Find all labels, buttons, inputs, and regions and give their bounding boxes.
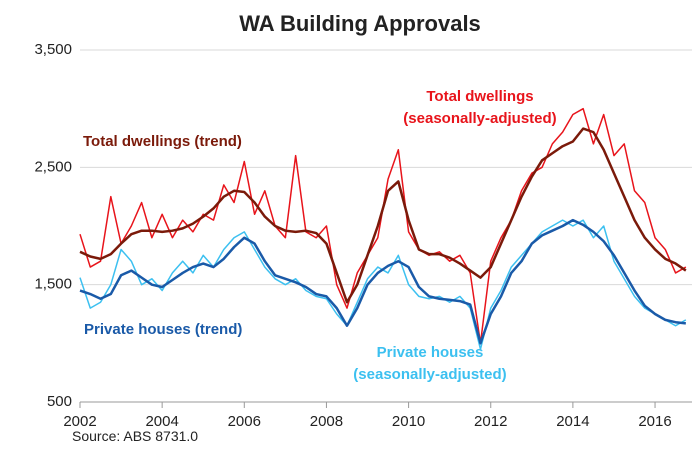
series-label: Total dwellings (seasonally-adjusted) (403, 88, 557, 127)
series-label: Private houses (seasonally-adjusted) (353, 344, 507, 383)
x-tick-label: 2014 (556, 413, 589, 430)
y-tick-label: 3,500 (34, 41, 72, 58)
series-line (79, 218, 686, 345)
y-tick-label: 1,500 (34, 276, 72, 293)
series-label: Total dwellings (trend) (83, 133, 242, 150)
x-tick-label: 2010 (392, 413, 425, 430)
y-tick-label: 2,500 (34, 158, 72, 175)
chart-title: WA Building Approvals (239, 11, 481, 36)
series-line (79, 127, 687, 304)
source-note: Source: ABS 8731.0 (72, 428, 199, 444)
x-tick-label: 2012 (474, 413, 507, 430)
y-tick-label: 500 (47, 393, 72, 410)
x-tick-label: 2004 (145, 413, 178, 430)
x-tick-label: 2016 (638, 413, 671, 430)
x-tick-label: 2006 (228, 413, 261, 430)
series-label: Private houses (trend) (84, 321, 243, 338)
x-tick-label: 2008 (310, 413, 343, 430)
x-tick-label: 2002 (63, 413, 96, 430)
